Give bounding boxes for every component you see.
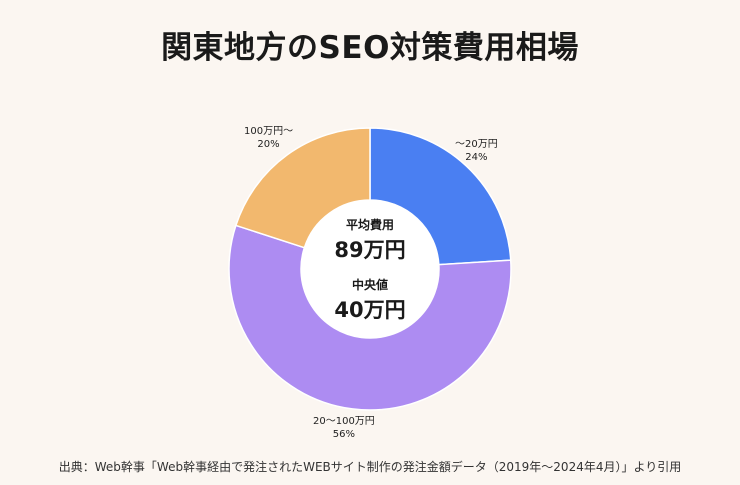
- slice-label-1: 20〜100万円 56%: [313, 415, 375, 441]
- slice-label-0: 〜20万円 24%: [455, 138, 498, 164]
- average-cost-label: 平均費用: [345, 218, 394, 232]
- average-cost-value: 89万円: [334, 238, 406, 262]
- median-value: 40万円: [334, 298, 406, 322]
- donut-hole: [301, 200, 439, 338]
- slice-2-percent: 20%: [257, 139, 280, 150]
- slice-2-category: 100万円〜: [244, 126, 294, 137]
- slice-label-2: 100万円〜 20%: [244, 125, 293, 151]
- slice-1-category: 20〜100万円: [313, 416, 375, 427]
- median-label: 中央値: [351, 278, 388, 292]
- chart-title: 関東地方のSEO対策費用相場: [161, 30, 579, 66]
- slice-0-percent: 24%: [465, 152, 488, 163]
- source-citation: 出典：Web幹事「Web幹事経由で発注されたWEBサイト制作の発注金額データ（2…: [58, 460, 682, 474]
- slice-0-category: 〜20万円: [455, 139, 498, 150]
- slice-1-percent: 56%: [332, 429, 356, 440]
